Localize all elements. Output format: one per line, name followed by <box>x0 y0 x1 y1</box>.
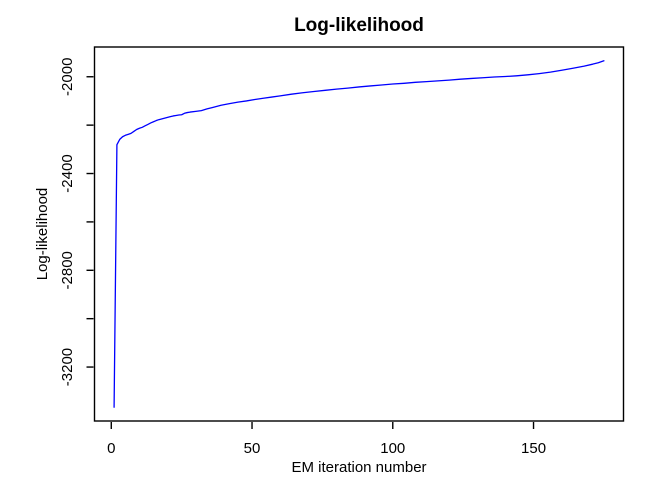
y-tick-label: -2000 <box>59 58 76 96</box>
series-lines <box>113 60 605 408</box>
x-tick-label: 100 <box>380 440 405 457</box>
y-axis-title: Log-likelihood <box>34 188 51 281</box>
x-tick-label: 0 <box>107 440 115 457</box>
x-tick-label: 150 <box>521 440 546 457</box>
y-axis-ticks: -2000 -2400 -2800 -3200 <box>59 58 94 386</box>
y-tick-label: -2400 <box>59 154 76 192</box>
x-axis-ticks: 0 50 100 150 <box>107 422 546 457</box>
x-tick-label: 50 <box>244 440 261 457</box>
y-tick-label: -3200 <box>59 348 76 386</box>
x-axis-title: EM iteration number <box>291 459 426 476</box>
chart-title: Log-likelihood <box>294 15 424 36</box>
y-tick-label: -2800 <box>59 251 76 289</box>
loglik-curve <box>113 60 605 408</box>
plot-box <box>93 46 625 422</box>
